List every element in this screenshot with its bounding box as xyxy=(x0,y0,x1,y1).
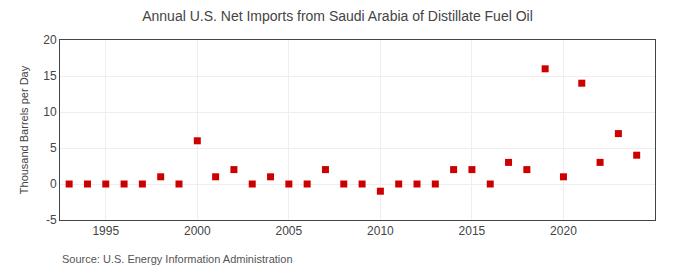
svg-text:2010: 2010 xyxy=(367,224,394,238)
svg-text:2005: 2005 xyxy=(275,224,302,238)
svg-text:5: 5 xyxy=(50,141,57,155)
svg-text:Source: U.S. Energy Informatio: Source: U.S. Energy Information Administ… xyxy=(62,253,293,265)
svg-text:10: 10 xyxy=(43,105,57,119)
svg-text:20: 20 xyxy=(43,33,57,47)
svg-text:Annual U.S. Net Imports from S: Annual U.S. Net Imports from Saudi Arabi… xyxy=(142,8,533,24)
svg-text:-5: -5 xyxy=(46,213,57,227)
svg-text:1995: 1995 xyxy=(92,224,119,238)
svg-text:2000: 2000 xyxy=(184,224,211,238)
svg-text:2015: 2015 xyxy=(459,224,486,238)
svg-text:0: 0 xyxy=(50,177,57,191)
svg-text:2020: 2020 xyxy=(550,224,577,238)
svg-text:15: 15 xyxy=(43,69,57,83)
svg-text:Thousand Barrels per Day: Thousand Barrels per Day xyxy=(18,65,30,194)
